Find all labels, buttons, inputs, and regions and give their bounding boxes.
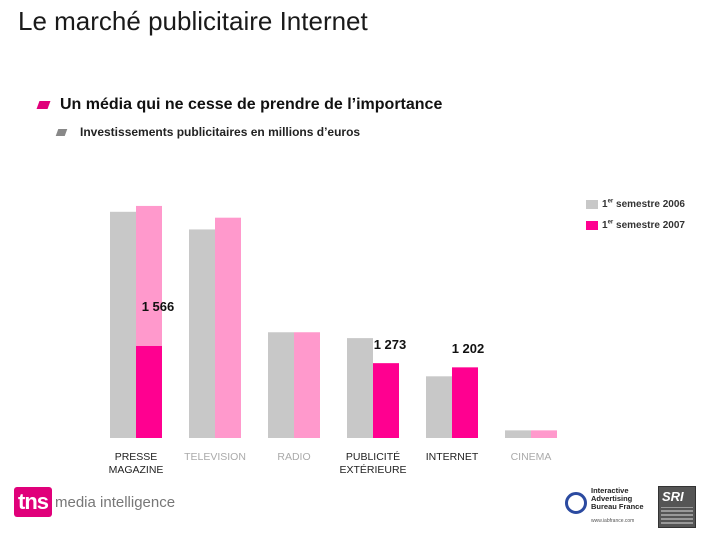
bar-2006-4 (426, 376, 452, 438)
legend-item-2006: 1er semestre 2006 (586, 197, 685, 211)
data-label-0: 1 566 (142, 299, 175, 314)
category-label-5: CINEMA (511, 451, 552, 463)
bar-2007-2 (294, 332, 320, 438)
category-label-2: RADIO (277, 451, 310, 463)
bar-2007-highlight-4 (452, 367, 478, 438)
chart-subtitle: Investissements publicitaires en million… (80, 125, 361, 139)
legend-swatch-2007 (586, 220, 598, 230)
page-title: Le marché publicitaire Internet (18, 6, 368, 36)
sri-logo-stripes (661, 507, 693, 524)
tns-logo-text: media intelligence (55, 493, 176, 511)
iab-eye-icon (565, 492, 587, 514)
bar-2006-1 (189, 229, 215, 438)
iab-logo: Interactive Advertising Bureau France ww… (565, 486, 651, 526)
iab-logo-url: www.iabfrance.com (591, 518, 635, 524)
category-label-1: TELEVISION (184, 451, 246, 463)
bar-2007-5 (531, 430, 557, 438)
tns-logo: tns media intelligence (14, 487, 175, 517)
category-label-0: PRESSE MAGAZINE (109, 451, 164, 476)
legend-label-2006: 1er semestre 2006 (602, 198, 685, 210)
legend-swatch-2006 (586, 199, 598, 209)
legend-label-2007: 1er semestre 2007 (602, 219, 685, 231)
bar-2006-5 (505, 430, 531, 438)
legend-item-2007: 1er semestre 2007 (586, 218, 685, 232)
bar-2007-highlight-0 (136, 345, 162, 438)
iab-logo-text: Interactive Advertising Bureau France (591, 486, 644, 511)
bar-2006-0 (110, 211, 136, 438)
data-label-3: 1 273 (374, 337, 407, 352)
data-label-4: 1 202 (452, 341, 485, 356)
sri-logo-text: SRI (662, 489, 684, 504)
bar-2007-highlight-3 (373, 363, 399, 438)
sri-logo: SRI (658, 486, 696, 528)
bar-2006-2 (268, 332, 294, 438)
category-label-3: PUBLICITÉ EXTÉRIEURE (339, 450, 406, 476)
tns-logo-mark: tns (14, 487, 52, 517)
bar-2006-3 (347, 338, 373, 438)
section-heading: Un média qui ne cesse de prendre de l’im… (60, 96, 443, 113)
bar-2007-1 (215, 217, 241, 438)
category-label-4: INTERNET (426, 451, 479, 463)
